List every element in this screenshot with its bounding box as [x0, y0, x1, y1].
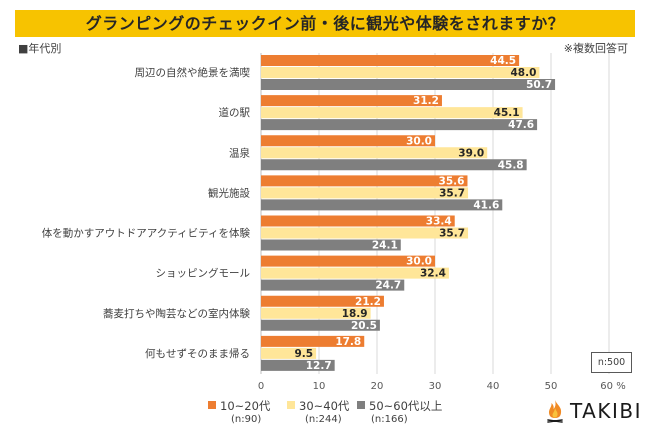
category-label: ショッピングモール — [156, 267, 251, 280]
bar — [261, 335, 365, 347]
bar — [261, 359, 335, 371]
data-label: 30.0 — [406, 135, 432, 147]
legend-item-30-40: 30~40代 (n:244) — [287, 398, 349, 425]
data-label: 44.5 — [490, 55, 516, 67]
category-label: 周辺の自然や絶景を満喫 — [135, 66, 251, 79]
category-label: 観光施設 — [208, 186, 250, 199]
legend-item-50-60: 50~60代以上 (n:166) — [357, 398, 442, 425]
bar — [261, 267, 449, 279]
sample-size-box: n:500 — [591, 352, 632, 373]
category-label: 体を動かすアウトドアアクティビティを体験 — [42, 227, 251, 240]
data-label: 31.2 — [413, 95, 439, 107]
bar — [261, 107, 523, 119]
x-tick-label: 30 — [429, 381, 442, 392]
category-labels: 周辺の自然や絶景を満喫道の駅温泉観光施設体を動かすアウトドアアクティビティを体験… — [42, 66, 251, 360]
x-tick-label: 20 — [371, 381, 384, 392]
brand-name: TAKIBI — [570, 399, 642, 423]
bar — [261, 147, 488, 159]
bar — [261, 175, 468, 187]
data-label: 45.8 — [498, 159, 524, 171]
x-tick-label: 10 — [313, 381, 326, 392]
legend-swatch-yellow — [287, 401, 295, 409]
subtitle-by-age: ■年代別 — [18, 42, 62, 55]
category-label: 何もせずそのまま帰る — [145, 347, 250, 360]
x-tick-label: 60 % — [600, 381, 625, 392]
bar — [261, 55, 520, 66]
legend-swatch-gray — [357, 401, 365, 409]
bar — [261, 295, 384, 307]
data-label: 35.7 — [439, 228, 465, 240]
bar — [261, 227, 469, 239]
x-tick-labels: 0 10 20 30 40 50 60 % — [258, 381, 626, 392]
data-label: 50.7 — [526, 79, 552, 91]
data-label: 20.5 — [351, 320, 377, 332]
bar — [261, 215, 455, 227]
bar — [261, 279, 405, 291]
data-label: 45.1 — [494, 107, 520, 119]
legend-sample-size: (n:244) — [305, 414, 342, 425]
data-label: 17.8 — [335, 336, 361, 348]
data-label: 35.6 — [439, 175, 465, 187]
x-tick-label: 40 — [487, 381, 500, 392]
legend-item-10-20: 10~20代 (n:90) — [208, 398, 270, 425]
data-label: 35.7 — [439, 187, 465, 199]
bar — [261, 319, 380, 331]
data-label: 39.0 — [458, 147, 484, 159]
data-label: 30.0 — [406, 256, 432, 268]
bar — [261, 255, 435, 267]
multiple-answers-note: ※複数回答可 — [563, 42, 628, 55]
bar — [261, 79, 556, 90]
bar — [261, 119, 538, 131]
bar — [261, 159, 527, 171]
data-label: 32.4 — [420, 268, 446, 280]
bars: 44.548.050.7 31.2 45.147.6 30.0 39.0 45.8 35.6… — [261, 55, 556, 372]
data-label: 41.6 — [473, 199, 499, 211]
legend-swatch-orange — [208, 401, 216, 409]
data-label: 24.7 — [375, 280, 401, 292]
title-banner: グランピングのチェックイン前・後に観光や体験をされますか？ — [15, 10, 635, 37]
data-label: 21.2 — [355, 296, 381, 308]
legend-label: 30~40代 — [299, 399, 350, 413]
legend-label: 50~60代以上 — [369, 399, 443, 413]
legend-label: 10~20代 — [220, 399, 271, 413]
bar — [261, 347, 317, 359]
category-label: 道の駅 — [219, 106, 251, 119]
bar — [261, 307, 371, 319]
bar — [261, 199, 503, 211]
legend-sample-size: (n:90) — [231, 414, 262, 425]
data-label: 48.0 — [510, 67, 536, 79]
x-tick-label: 50 — [545, 381, 558, 392]
chart-title: グランピングのチェックイン前・後に観光や体験をされますか？ — [85, 14, 565, 33]
data-label: 47.6 — [508, 119, 534, 131]
category-label: 蕎麦打ちや陶芸などの室内体験 — [103, 307, 250, 320]
bar — [261, 95, 442, 107]
takibi-logo: TAKIBI — [545, 398, 642, 424]
campfire-icon — [547, 400, 563, 423]
data-label: 18.9 — [342, 308, 368, 320]
data-label: 9.5 — [294, 348, 313, 360]
data-label: 24.1 — [372, 240, 398, 252]
bar — [261, 239, 401, 251]
data-label: 12.7 — [306, 360, 332, 372]
x-tick-label: 0 — [258, 381, 264, 392]
category-label: 温泉 — [229, 146, 250, 159]
data-label: 33.4 — [426, 216, 452, 228]
bar — [261, 135, 435, 147]
legend-sample-size: (n:166) — [371, 414, 408, 425]
bar — [261, 187, 469, 199]
bar — [261, 67, 540, 78]
